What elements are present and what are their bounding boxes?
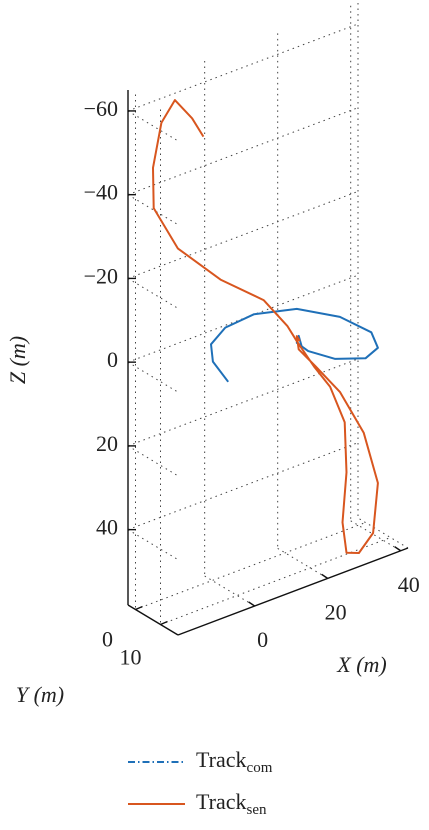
x-axis [177,547,409,636]
x-tick [248,601,256,607]
z-tick-label: −40 [84,180,118,205]
grid-line [135,522,366,610]
x-tick [394,546,402,552]
y-tick [135,605,143,611]
legend-subscript: sen [247,802,267,818]
x-tick [321,573,329,579]
grid-line [127,107,359,196]
grid-line [350,520,401,552]
x-tick-label: 40 [398,572,420,597]
z-tick-label: −60 [84,96,118,121]
grid-line [127,361,179,393]
z-tick-label: 0 [107,347,118,372]
z-tick-label: 20 [96,431,118,456]
grid-line [127,358,359,447]
legend-label: Trackcom [196,747,273,776]
legend-subscript: com [247,760,273,776]
x-tick-label: 20 [325,599,347,624]
z-tick-label: 40 [96,515,118,540]
grid-line [127,190,359,279]
legend-name: Track [196,789,247,814]
legend-label: Tracksen [196,789,267,818]
legend-name: Track [196,747,247,772]
z-axis-label: Z (m) [5,336,30,384]
y-tick [160,620,168,626]
track-line [210,307,379,383]
x-axis-label: X (m) [336,652,386,677]
grid-line [160,537,391,625]
y-axis-label: Y (m) [16,682,64,707]
grid-line [127,274,359,363]
z-tick-label: −20 [84,263,118,288]
grid-line [127,445,179,477]
y-tick-label: 0 [102,627,113,652]
track-line [152,99,379,554]
grid-line [127,529,179,561]
y-axis [127,604,179,636]
x-tick-label: 0 [257,627,268,652]
grid-line [204,575,255,607]
grid-line [127,442,359,531]
y-tick-label: 10 [120,645,142,670]
grid-line [127,110,179,142]
grid-line [127,23,359,112]
